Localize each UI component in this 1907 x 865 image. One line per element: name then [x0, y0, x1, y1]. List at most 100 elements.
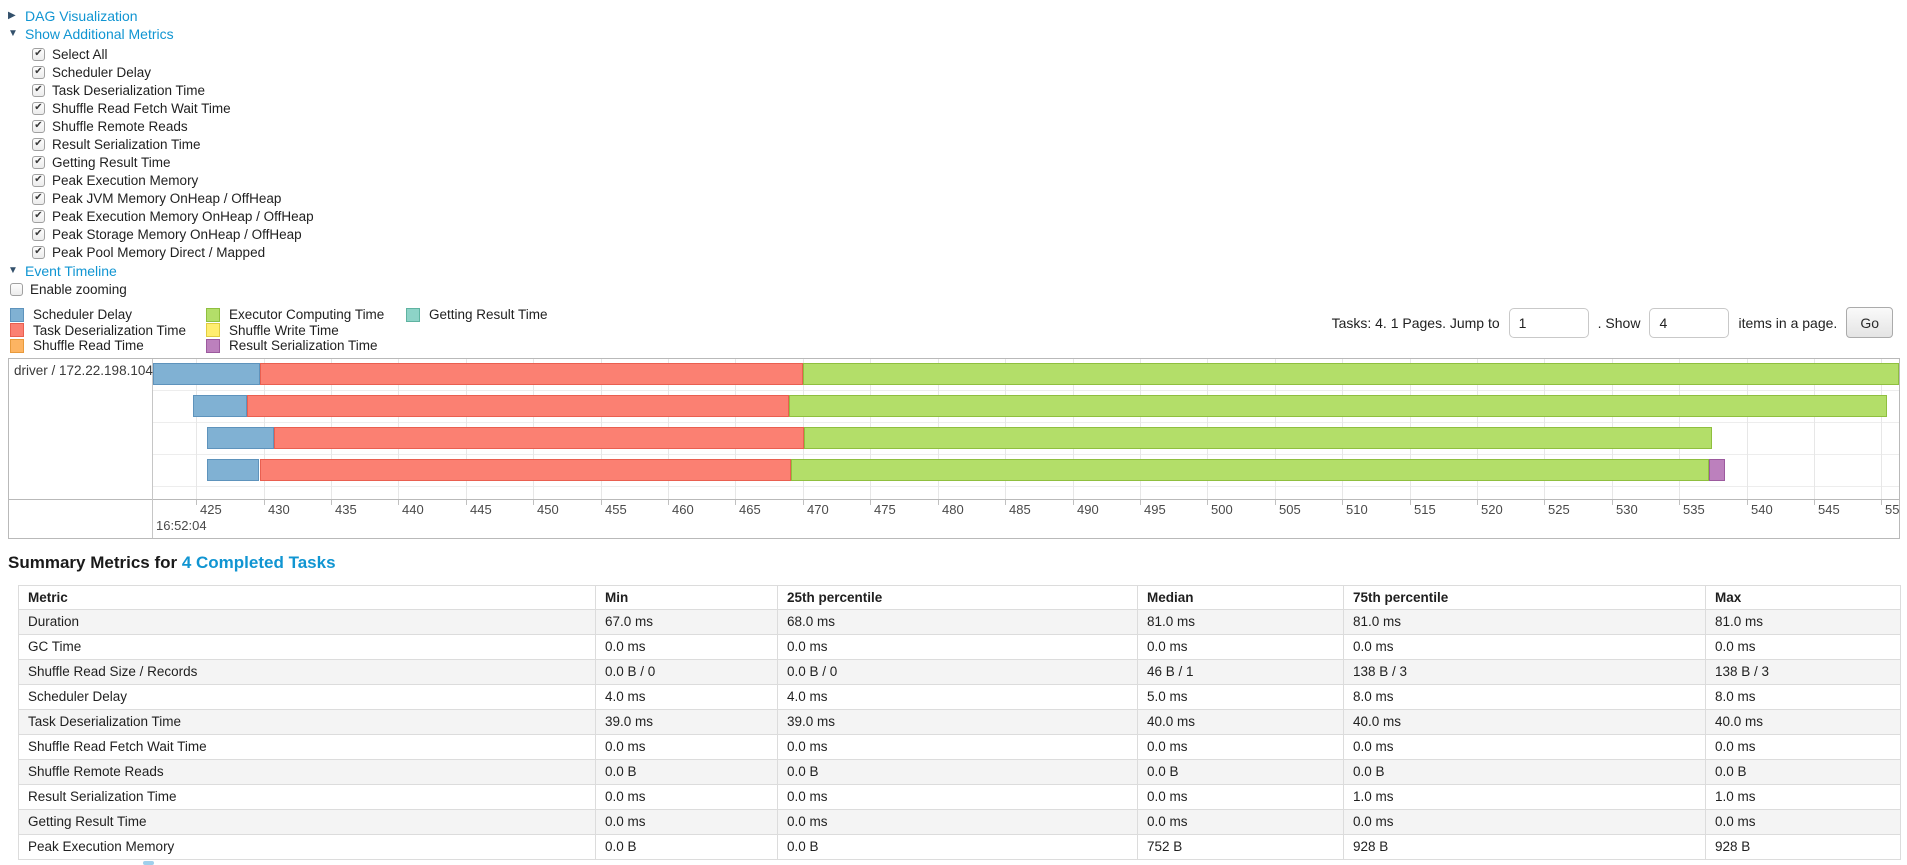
table-cell: 0.0 ms — [777, 783, 1138, 810]
metric-checkbox-row: ✔ Scheduler Delay — [32, 63, 1907, 81]
table-header-row: Metric Min 25th percentile Median 75th perce… — [18, 584, 1901, 610]
enable-zooming-checkbox[interactable] — [10, 282, 23, 296]
axis-tick-label: 430 — [268, 501, 290, 517]
pagination-middle-text: . Show — [1597, 314, 1641, 331]
table-body: Duration 67.0 ms 68.0 ms 81.0 ms 81.0 ms 81.0… — [18, 608, 1901, 860]
metric-checkbox[interactable]: ✔ — [32, 173, 45, 187]
tick-gridline — [196, 358, 197, 499]
task-segment-scheduler-delay[interactable] — [206, 458, 260, 481]
legend-label: Executor Computing Time — [229, 307, 385, 323]
event-timeline-toggle[interactable]: ▼ Event Timeline — [8, 262, 1907, 280]
tick-mark — [398, 499, 399, 505]
getting-result-swatch-icon — [406, 307, 420, 322]
completed-tasks-link[interactable]: 4 Completed Tasks — [181, 552, 336, 572]
task-segment-executor-computing[interactable] — [802, 362, 1899, 385]
metric-checkbox[interactable]: ✔ — [32, 65, 45, 79]
axis-tick-label: 500 — [1211, 501, 1233, 517]
tick-mark — [1005, 499, 1006, 505]
tick-mark — [601, 499, 602, 505]
tick-gridline — [1814, 358, 1815, 499]
task-segment-task-deserialization[interactable] — [259, 458, 791, 481]
legend-label: Scheduler Delay — [33, 307, 133, 323]
task-segment-task-deserialization[interactable] — [247, 394, 790, 417]
tick-mark — [533, 499, 534, 505]
timeline-group-column: driver / 172.22.198.104 — [9, 358, 153, 538]
table-cell: 8.0 ms — [1705, 683, 1901, 710]
pagination-prefix-text: Tasks: 4. 1 Pages. Jump to — [1331, 314, 1500, 331]
axis-tick-label: 540 — [1751, 501, 1773, 517]
metric-checkbox-label: Peak Execution Memory OnHeap / OffHeap — [52, 208, 314, 224]
legend-item-scheduler-delay: Scheduler Delay — [10, 307, 206, 323]
metric-checkbox[interactable]: ✔ — [32, 83, 45, 97]
task-pagination: Tasks: 4. 1 Pages. Jump to . Show items … — [1332, 305, 1893, 338]
table-cell: 0.0 ms — [1343, 733, 1706, 760]
timeline-header: Scheduler Delay Task Deserialization Time… — [10, 305, 1893, 354]
axis-tick-label: 425 — [200, 501, 222, 517]
metric-checkbox[interactable]: ✔ — [32, 155, 45, 169]
tick-mark — [1275, 499, 1276, 505]
task-segment-scheduler-delay[interactable] — [206, 426, 275, 449]
table-row: Scheduler Delay 4.0 ms 4.0 ms 5.0 ms 8.0 ms 8… — [18, 683, 1901, 710]
table-cell: 40.0 ms — [1343, 708, 1706, 735]
metric-checkbox[interactable]: ✔ — [32, 47, 45, 61]
show-additional-metrics-toggle[interactable]: ▼ Show Additional Metrics — [8, 25, 1907, 43]
metric-checkbox[interactable]: ✔ — [32, 245, 45, 259]
metric-checkbox[interactable]: ✔ — [32, 137, 45, 151]
axis-tick-label: 475 — [874, 501, 896, 517]
table-row: Shuffle Remote Reads 0.0 B 0.0 B 0.0 B 0.0 B… — [18, 758, 1901, 785]
metric-checkbox[interactable]: ✔ — [32, 191, 45, 205]
metric-checkbox-label: Peak Pool Memory Direct / Mapped — [52, 244, 266, 260]
table-cell: Getting Result Time — [18, 808, 596, 835]
task-segment-executor-computing[interactable] — [804, 426, 1712, 449]
go-button[interactable]: Go — [1846, 307, 1893, 338]
metric-checkbox-label: Peak JVM Memory OnHeap / OffHeap — [52, 190, 282, 206]
metric-checkbox[interactable]: ✔ — [32, 209, 45, 223]
legend-item-executor-computing: Executor Computing Time — [206, 307, 406, 323]
column-header: Max — [1705, 584, 1901, 610]
task-segment-task-deserialization[interactable] — [274, 426, 805, 449]
metric-checkbox-row: ✔ Task Deserialization Time — [32, 81, 1907, 99]
metric-checkbox[interactable]: ✔ — [32, 101, 45, 115]
axis-tick-label: 450 — [537, 501, 559, 517]
task-segment-scheduler-delay[interactable] — [193, 394, 248, 417]
tick-mark — [1881, 499, 1882, 505]
jump-to-page-input[interactable] — [1508, 307, 1589, 338]
metric-checkbox[interactable]: ✔ — [32, 119, 45, 133]
axis-tick-label: 510 — [1346, 501, 1368, 517]
event-timeline-label: Event Timeline — [25, 263, 117, 279]
dag-visualization-toggle[interactable]: ▶ DAG Visualization — [8, 7, 1907, 25]
result-serialization-swatch-icon — [206, 338, 220, 353]
table-cell: Scheduler Delay — [18, 683, 596, 710]
task-segment-executor-computing[interactable] — [789, 394, 1887, 417]
table-cell: 0.0 ms — [1705, 733, 1901, 760]
table-row: GC Time 0.0 ms 0.0 ms 0.0 ms 0.0 ms 0.0 ms — [18, 633, 1901, 660]
table-cell: 40.0 ms — [1137, 708, 1344, 735]
metric-checkbox-row: ✔ Peak JVM Memory OnHeap / OffHeap — [32, 189, 1907, 207]
metric-checkbox-label: Select All — [52, 46, 108, 62]
tick-mark — [668, 499, 669, 505]
table-cell: Peak Execution Memory — [18, 833, 596, 860]
tick-mark — [1207, 499, 1208, 505]
table-cell: 0.0 B — [1705, 758, 1901, 785]
event-timeline-chart: driver / 172.22.198.104 425 430 435 440 445 4… — [8, 357, 1900, 539]
table-cell: 0.0 ms — [1705, 633, 1901, 660]
metric-checkbox[interactable]: ✔ — [32, 227, 45, 241]
axis-tick-label: 460 — [672, 501, 694, 517]
table-cell: 4.0 ms — [777, 683, 1138, 710]
row-gridline — [153, 421, 1899, 423]
next-section-cutoff — [143, 861, 154, 865]
items-per-page-input[interactable] — [1649, 307, 1730, 338]
task-segment-result-serialization[interactable] — [1708, 458, 1726, 481]
collapsed-arrow-icon: ▶ — [8, 10, 16, 21]
legend-item-shuffle-write: Shuffle Write Time — [206, 323, 406, 339]
metric-checkbox-label: Result Serialization Time — [52, 136, 201, 152]
shuffle-read-swatch-icon — [10, 338, 24, 353]
tick-mark — [1073, 499, 1074, 505]
axis-tick-label: 440 — [402, 501, 424, 517]
table-row: Task Deserialization Time 39.0 ms 39.0 ms 4… — [18, 708, 1901, 735]
task-segment-task-deserialization[interactable] — [259, 362, 803, 385]
timeline-plot-area — [153, 358, 1899, 499]
task-segment-executor-computing[interactable] — [790, 458, 1709, 481]
task-segment-scheduler-delay[interactable] — [153, 362, 260, 385]
metric-checkbox-label: Getting Result Time — [52, 154, 171, 170]
